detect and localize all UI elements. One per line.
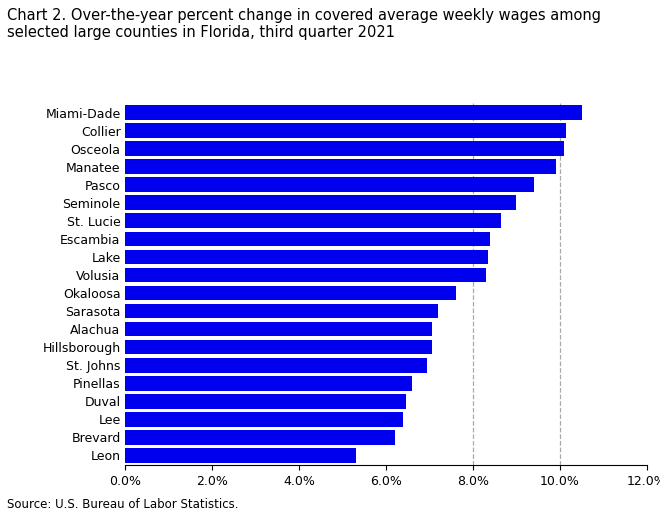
Bar bbox=[125, 322, 432, 337]
Bar bbox=[125, 250, 488, 264]
Bar bbox=[125, 394, 406, 409]
Text: Source: U.S. Bureau of Labor Statistics.: Source: U.S. Bureau of Labor Statistics. bbox=[7, 499, 238, 511]
Bar bbox=[125, 286, 455, 300]
Bar bbox=[125, 177, 534, 192]
Bar bbox=[125, 141, 564, 156]
Bar bbox=[125, 213, 501, 228]
Bar bbox=[125, 430, 395, 445]
Bar bbox=[125, 195, 516, 210]
Bar bbox=[125, 105, 581, 120]
Bar bbox=[125, 159, 556, 174]
Bar bbox=[125, 268, 486, 282]
Bar bbox=[125, 231, 490, 246]
Bar bbox=[125, 412, 403, 427]
Bar bbox=[125, 376, 412, 391]
Bar bbox=[125, 358, 428, 373]
Text: Chart 2. Over-the-year percent change in covered average weekly wages among
sele: Chart 2. Over-the-year percent change in… bbox=[7, 8, 601, 40]
Bar bbox=[125, 123, 566, 138]
Bar bbox=[125, 448, 356, 463]
Bar bbox=[125, 340, 432, 355]
Bar bbox=[125, 304, 438, 318]
